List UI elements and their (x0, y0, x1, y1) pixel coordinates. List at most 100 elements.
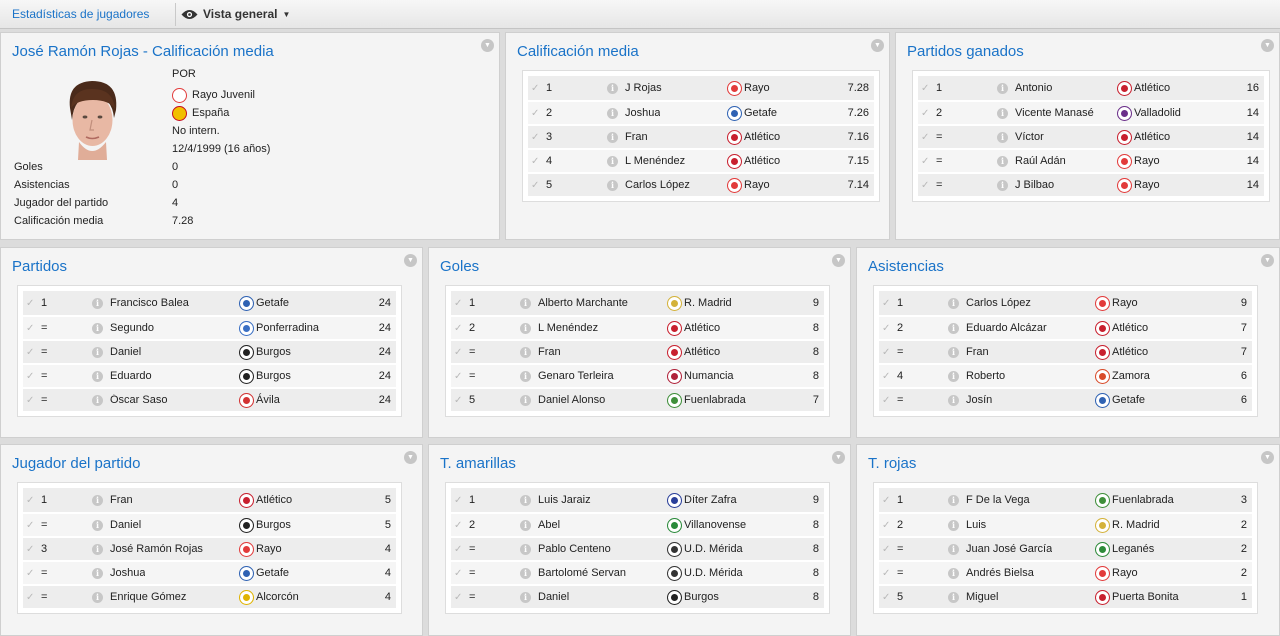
player-name[interactable]: Segundo (110, 322, 155, 334)
team-name[interactable]: Burgos (256, 519, 291, 531)
ranking-row[interactable]: ✓ 5 i Miguel Puerta Bonita 1 (879, 584, 1252, 608)
ranking-row[interactable]: ✓ = i Fran Atlético 8 (451, 339, 824, 363)
player-name[interactable]: Josín (966, 394, 993, 406)
info-icon[interactable]: i (948, 346, 959, 358)
info-icon[interactable]: i (948, 567, 959, 579)
team-name[interactable]: Rayo (1134, 179, 1160, 191)
info-icon[interactable]: i (607, 131, 618, 143)
team-name[interactable]: Villanovense (684, 519, 747, 531)
info-icon[interactable]: i (948, 519, 959, 531)
panel-menu-icon[interactable]: ▼ (871, 39, 884, 52)
player-name[interactable]: Abel (538, 519, 561, 531)
info-icon[interactable]: i (948, 370, 959, 382)
info-icon[interactable]: i (520, 591, 531, 603)
team-name[interactable]: Leganés (1112, 543, 1155, 555)
info-icon[interactable]: i (997, 82, 1008, 94)
ranking-row[interactable]: ✓ 5 i Daniel Alonso Fuenlabrada 7 (451, 387, 824, 411)
info-icon[interactable]: i (520, 297, 531, 309)
team-name[interactable]: Díter Zafra (684, 494, 737, 506)
info-icon[interactable]: i (520, 394, 531, 406)
player-name[interactable]: Fran (625, 131, 648, 143)
ranking-row[interactable]: ✓ = i Óscar Saso Ávila 24 (23, 387, 396, 411)
team-name[interactable]: Burgos (256, 370, 291, 382)
player-name[interactable]: J Bilbao (1015, 179, 1055, 191)
team-name[interactable]: Rayo (1112, 567, 1138, 579)
player-name[interactable]: Fran (538, 346, 561, 358)
player-name[interactable]: L Menéndez (538, 322, 599, 334)
player-name[interactable]: Eduardo (110, 370, 152, 382)
info-icon[interactable]: i (948, 322, 959, 334)
team-name[interactable]: Burgos (256, 346, 291, 358)
info-icon[interactable]: i (520, 370, 531, 382)
team-name[interactable]: Rayo (744, 179, 770, 191)
ranking-row[interactable]: ✓ 1 i Alberto Marchante R. Madrid 9 (451, 291, 824, 315)
ranking-row[interactable]: ✓ = i Daniel Burgos 5 (23, 512, 396, 536)
player-name[interactable]: Pablo Centeno (538, 543, 611, 555)
ranking-row[interactable]: ✓ 1 i Antonio Atlético 16 (918, 76, 1264, 100)
team-name[interactable]: Puerta Bonita (1112, 591, 1179, 603)
info-icon[interactable]: i (997, 179, 1008, 191)
info-icon[interactable]: i (997, 131, 1008, 143)
player-name[interactable]: Luis Jaraiz (538, 494, 591, 506)
player-name[interactable]: Eduardo Alcázar (966, 322, 1047, 334)
info-icon[interactable]: i (997, 155, 1008, 167)
info-icon[interactable]: i (92, 494, 103, 506)
panel-menu-icon[interactable]: ▼ (1261, 451, 1274, 464)
player-name[interactable]: Genaro Terleira (538, 370, 614, 382)
team-name[interactable]: Fuenlabrada (684, 394, 746, 406)
team-name[interactable]: Atlético (1134, 82, 1171, 94)
team-name[interactable]: Rayo (1134, 155, 1160, 167)
team-name[interactable]: Atlético (1134, 131, 1171, 143)
player-name[interactable]: Daniel (110, 346, 142, 358)
team-name[interactable]: Zamora (1112, 370, 1150, 382)
player-name[interactable]: L Menéndez (625, 155, 686, 167)
player-name[interactable]: Carlos López (966, 297, 1031, 309)
info-icon[interactable]: i (607, 155, 618, 167)
panel-menu-icon[interactable]: ▼ (832, 254, 845, 267)
info-icon[interactable]: i (92, 370, 103, 382)
info-icon[interactable]: i (948, 543, 959, 555)
team-name[interactable]: Getafe (256, 567, 290, 579)
team-name[interactable]: Burgos (684, 591, 719, 603)
panel-menu-icon[interactable]: ▼ (404, 254, 417, 267)
panel-menu-icon[interactable]: ▼ (481, 39, 494, 52)
player-name[interactable]: Daniel Alonso (538, 394, 606, 406)
team-name[interactable]: R. Madrid (1112, 519, 1160, 531)
player-name[interactable]: Alberto Marchante (538, 297, 628, 309)
team-name[interactable]: Atlético (1112, 346, 1149, 358)
ranking-row[interactable]: ✓ 2 i Eduardo Alcázar Atlético 7 (879, 315, 1252, 339)
team-name[interactable]: Atlético (684, 322, 721, 334)
info-icon[interactable]: i (607, 82, 618, 94)
info-icon[interactable]: i (92, 567, 103, 579)
team-name[interactable]: Atlético (744, 131, 781, 143)
ranking-row[interactable]: ✓ 1 i Luis Jaraiz Díter Zafra 9 (451, 488, 824, 512)
info-icon[interactable]: i (92, 322, 103, 334)
player-name[interactable]: Víctor (1015, 131, 1044, 143)
team-name[interactable]: Getafe (256, 297, 290, 309)
team-name[interactable]: Alcorcón (256, 591, 299, 603)
ranking-row[interactable]: ✓ = i Juan José García Leganés 2 (879, 536, 1252, 560)
player-name[interactable]: Fran (110, 494, 133, 506)
info-icon[interactable]: i (92, 591, 103, 603)
player-name[interactable]: Daniel (110, 519, 142, 531)
ranking-row[interactable]: ✓ 1 i Fran Atlético 5 (23, 488, 396, 512)
info-icon[interactable]: i (520, 519, 531, 531)
ranking-row[interactable]: ✓ 4 i L Menéndez Atlético 7.15 (528, 148, 874, 172)
ranking-row[interactable]: ✓ = i Bartolomé Servan U.D. Mérida 8 (451, 560, 824, 584)
player-name[interactable]: Fran (966, 346, 989, 358)
ranking-row[interactable]: ✓ = i Raúl Adán Rayo 14 (918, 148, 1264, 172)
ranking-row[interactable]: ✓ 2 i Abel Villanovense 8 (451, 512, 824, 536)
info-icon[interactable]: i (92, 394, 103, 406)
player-name[interactable]: Enrique Gómez (110, 591, 187, 603)
breadcrumb-link[interactable]: Estadísticas de jugadores (12, 7, 150, 21)
team-name[interactable]: Rayo (256, 543, 282, 555)
panel-menu-icon[interactable]: ▼ (832, 451, 845, 464)
panel-menu-icon[interactable]: ▼ (404, 451, 417, 464)
info-icon[interactable]: i (997, 107, 1008, 119)
ranking-row[interactable]: ✓ = i Andrés Bielsa Rayo 2 (879, 560, 1252, 584)
ranking-row[interactable]: ✓ 2 i Vicente Manasé Valladolid 14 (918, 100, 1264, 124)
team-name[interactable]: U.D. Mérida (684, 567, 743, 579)
ranking-row[interactable]: ✓ 2 i L Menéndez Atlético 8 (451, 315, 824, 339)
info-icon[interactable]: i (607, 179, 618, 191)
ranking-row[interactable]: ✓ 4 i Roberto Zamora 6 (879, 363, 1252, 387)
